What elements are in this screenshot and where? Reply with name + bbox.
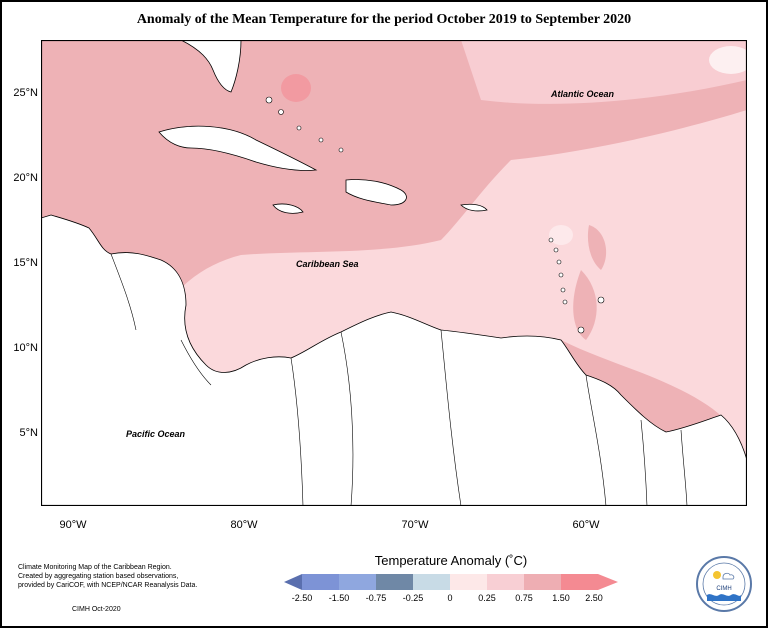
legend-swatch-2 xyxy=(339,574,376,590)
credit-line-2: Created by aggregating station based obs… xyxy=(18,573,179,580)
land-masses xyxy=(41,40,747,506)
legend-tick: 0.25 xyxy=(478,593,496,603)
land-puerto-rico xyxy=(460,203,488,212)
cool-spot-northeast xyxy=(709,46,747,74)
cimh-logo: CIMH xyxy=(696,556,752,612)
border-1 xyxy=(110,253,137,331)
legend-swatch-1 xyxy=(302,574,339,590)
legend-tick: 0.75 xyxy=(515,593,533,603)
sun-icon xyxy=(713,571,721,579)
lon-label-80w: 80°W xyxy=(230,519,258,531)
border-7 xyxy=(640,419,648,506)
legend-swatch-5 xyxy=(450,574,487,590)
logo-text: CIMH xyxy=(716,586,731,592)
land-jamaica xyxy=(272,203,304,214)
legend-tick: -2.50 xyxy=(291,593,313,603)
label-atlantic-ocean: Atlantic Ocean xyxy=(551,89,615,99)
legend-tick: 2.50 xyxy=(585,593,603,603)
cloud-icon xyxy=(722,572,735,580)
border-6 xyxy=(585,374,607,506)
legend-swatch-3 xyxy=(376,574,413,590)
cool-spot-leewards xyxy=(549,225,573,245)
legend-colorbar xyxy=(284,574,618,590)
credit-line-3: provided by CariCOF, with NCEP/NCAR Rean… xyxy=(18,582,198,589)
border-8 xyxy=(680,429,688,506)
anomaly-map xyxy=(41,40,747,506)
label-caribbean-sea: Caribbean Sea xyxy=(296,259,359,269)
borders xyxy=(110,253,688,506)
land-mainland xyxy=(41,214,747,506)
legend-swatch-6 xyxy=(487,574,524,590)
land-cuba xyxy=(158,125,318,171)
legend-title: Temperature Anomaly (˚C) xyxy=(374,553,528,568)
warm-patch-antilles xyxy=(573,270,597,340)
legend-swatch-4 xyxy=(413,574,450,590)
lat-label-15n: 15°N xyxy=(13,257,38,269)
legend-tick: -0.25 xyxy=(402,593,424,603)
legend-tick: 0 xyxy=(447,593,453,603)
small-islands xyxy=(265,96,605,334)
warm-spot-bahamas xyxy=(281,74,311,102)
border-5 xyxy=(440,329,462,506)
border-2 xyxy=(180,339,212,386)
credit-line-1: Climate Monitoring Map of the Caribbean … xyxy=(18,564,172,571)
warm-patch-east xyxy=(587,225,607,270)
lon-label-60w: 60°W xyxy=(572,519,600,531)
wave-icon xyxy=(707,594,741,601)
lon-label-90w: 90°W xyxy=(59,519,87,531)
lat-label-5n: 5°N xyxy=(19,427,38,439)
label-pacific-ocean: Pacific Ocean xyxy=(126,429,186,439)
legend-arrow-left xyxy=(284,574,302,590)
warm-band-atlantic-gap xyxy=(461,40,747,104)
lat-label-20n: 20°N xyxy=(13,172,38,184)
legend-tick: 1.50 xyxy=(552,593,570,603)
legend-tick: -0.75 xyxy=(365,593,387,603)
land-florida xyxy=(180,40,242,93)
border-3 xyxy=(290,357,304,506)
lat-label-10n: 10°N xyxy=(13,342,38,354)
credit-text: Climate Monitoring Map of the Caribbean … xyxy=(18,563,223,590)
legend-arrow-right xyxy=(598,574,618,590)
legend-swatch-7 xyxy=(524,574,561,590)
lat-label-25n: 25°N xyxy=(13,87,38,99)
credit-stamp: CIMH Oct-2020 xyxy=(72,606,121,613)
land-hispaniola xyxy=(345,179,407,206)
legend-swatch-8 xyxy=(561,574,598,590)
map-title: Anomaly of the Mean Temperature for the … xyxy=(136,12,632,27)
border-4 xyxy=(340,331,354,506)
legend-tick: -1.50 xyxy=(328,593,350,603)
lon-label-70w: 70°W xyxy=(401,519,429,531)
